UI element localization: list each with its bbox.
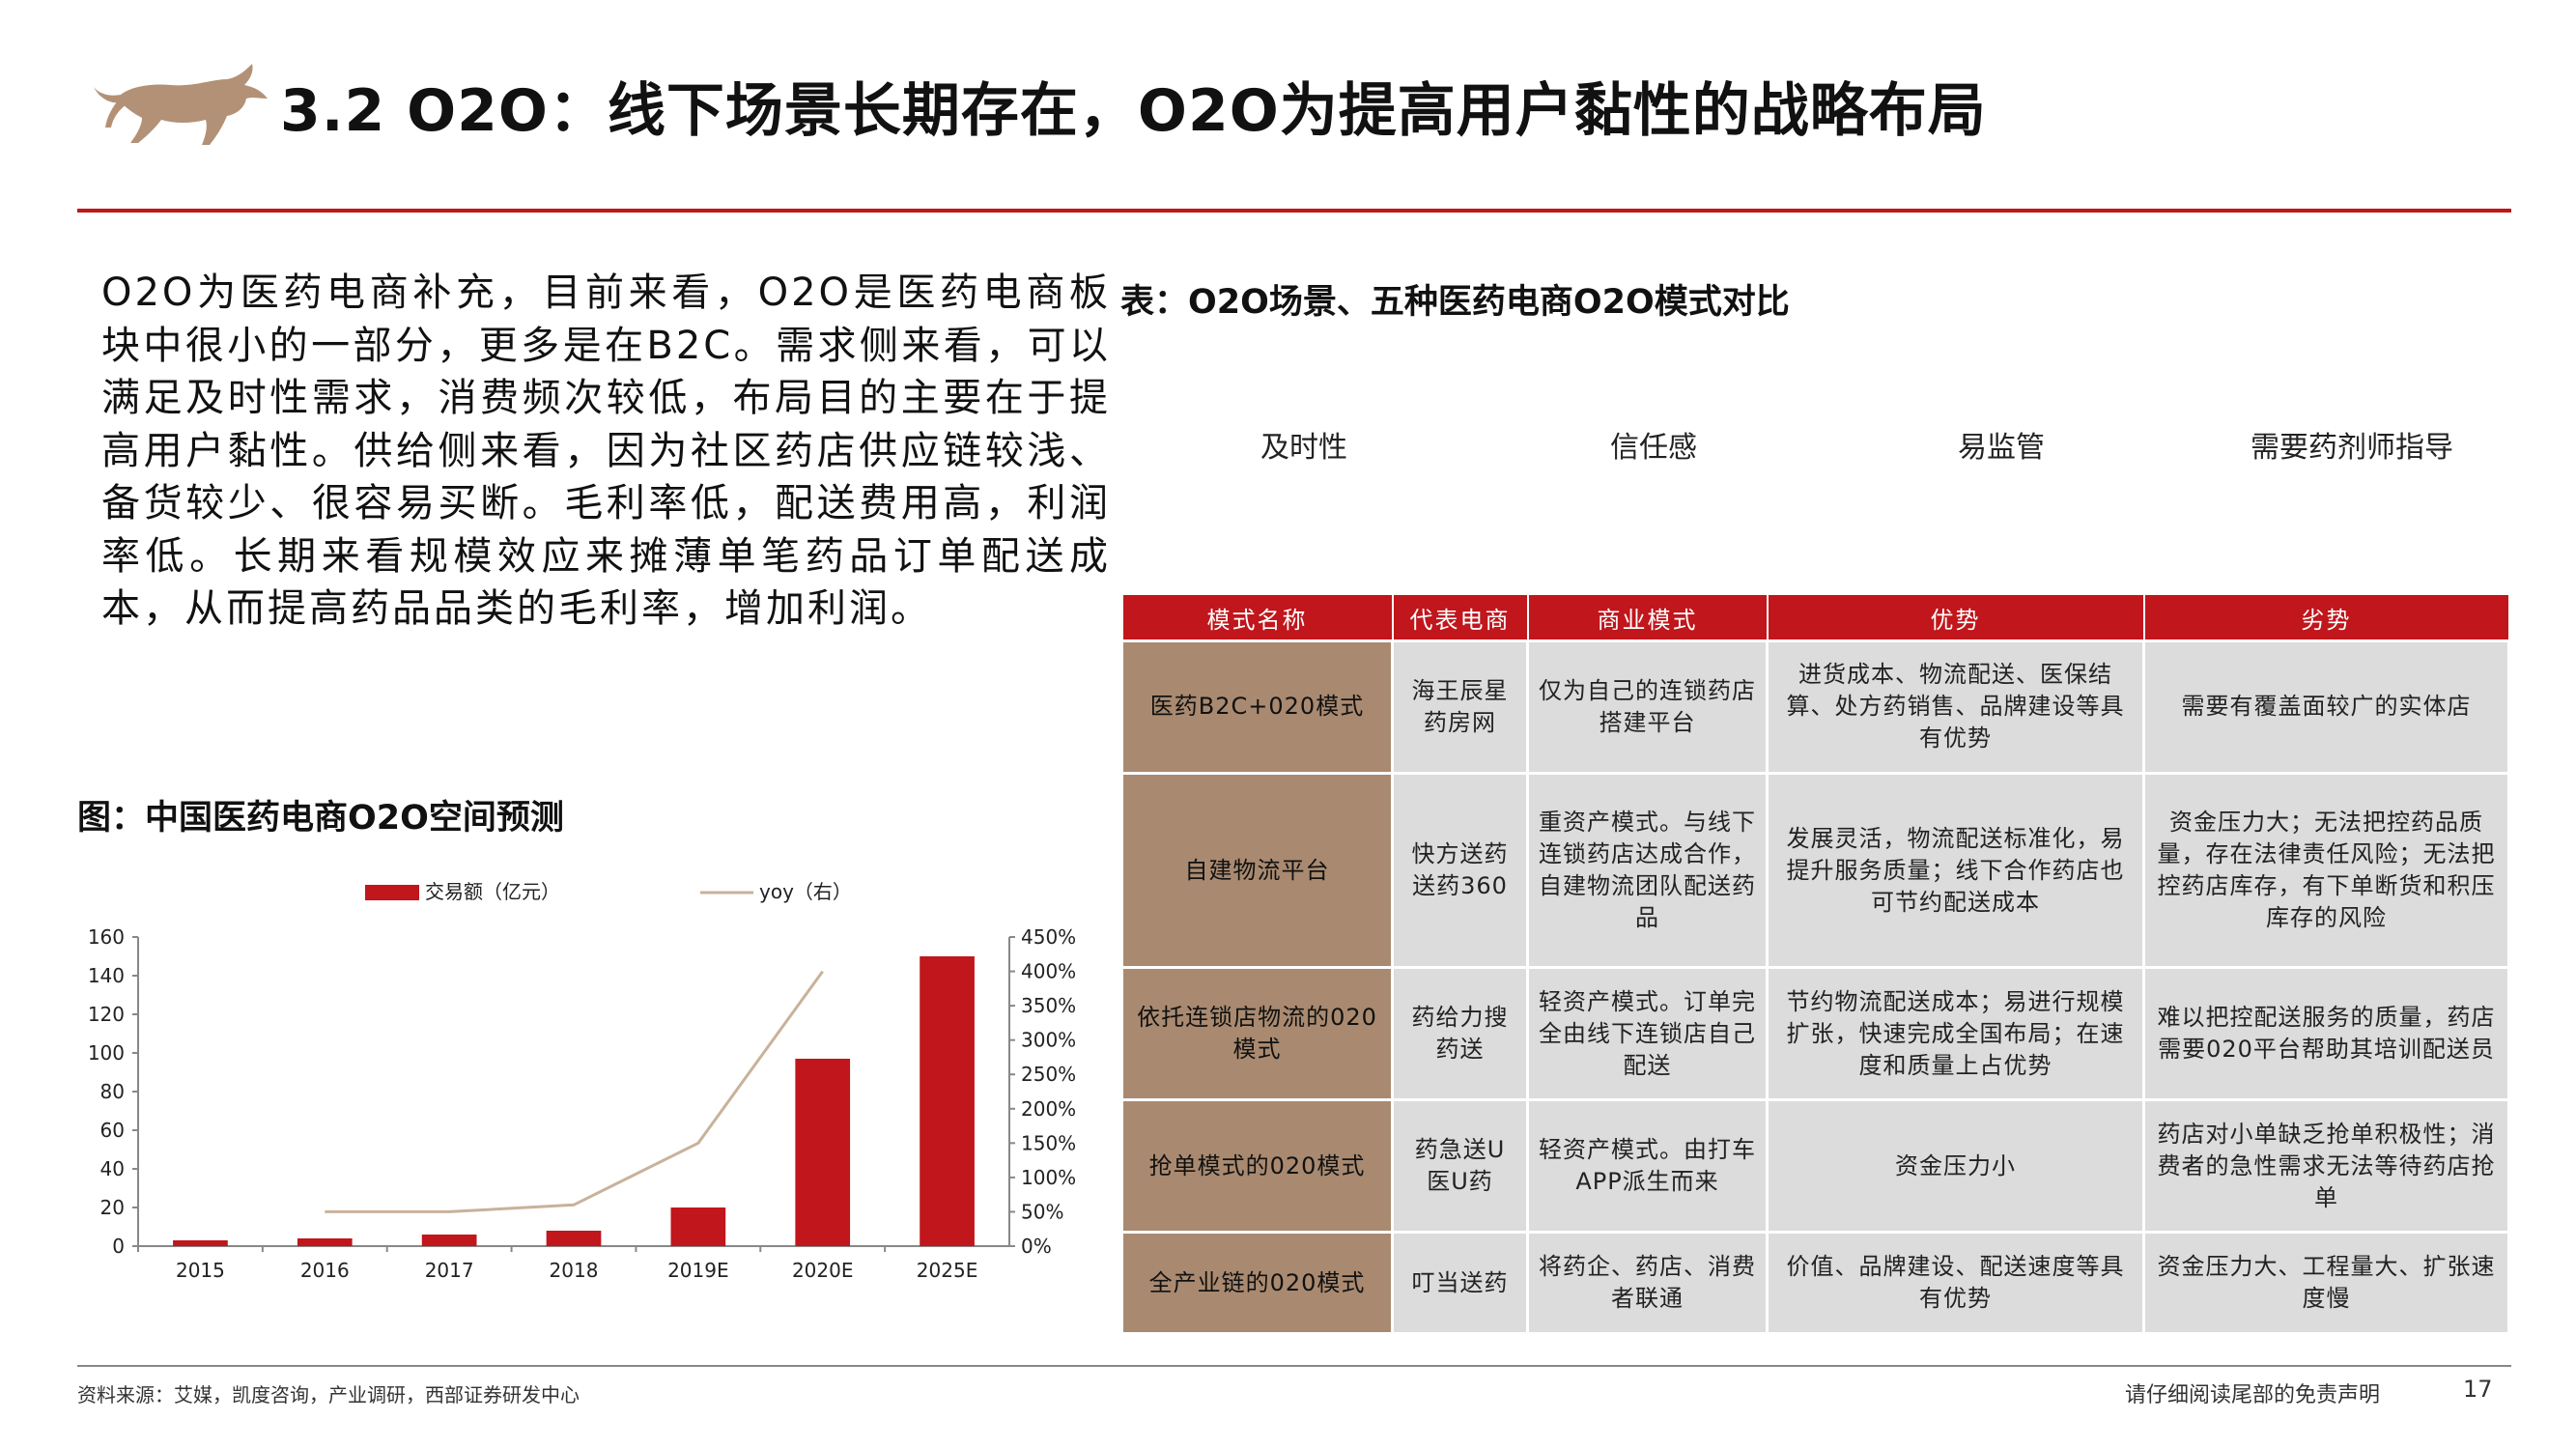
cell-company: 药急送U医U药 [1391,1098,1529,1235]
cell-mode: 自建物流平台 [1120,771,1394,970]
right-tick-label: 150% [1021,1131,1076,1154]
cell-advantage: 进货成本、物流配送、医保结算、处方药销售、品牌建设等具有优势 [1766,639,2145,775]
cell-mode: 依托连锁店物流的020模式 [1120,966,1394,1102]
table-row: 医药B2C+020模式 海王辰星药房网 仅为自己的连锁药店搭建平台 进货成本、物… [1120,639,2510,775]
left-tick-label: 60 [100,1119,125,1142]
right-tick-label: 450% [1021,925,1076,949]
cell-company: 海王辰星药房网 [1391,639,1529,775]
bar-2015 [173,1240,228,1246]
cell-disadvantage: 药店对小单缺乏抢单积极性；消费者的急性需求无法等待药店抢单 [2142,1098,2510,1235]
page-number: 17 [2463,1376,2493,1403]
table-header-row: 模式名称 代表电商 商业模式 优势 劣势 [1120,593,2510,642]
x-tick-label: 2017 [425,1259,474,1282]
right-tick-label: 350% [1021,994,1076,1017]
legend-bar-label: 交易额（亿元） [425,880,560,903]
header-business-model: 商业模式 [1526,593,1769,642]
table-row: 抢单模式的020模式 药急送U医U药 轻资产模式。由打车APP派生而来 资金压力… [1120,1098,2510,1235]
chart-yoy-line [325,970,824,1213]
right-tick-label: 0% [1021,1235,1052,1258]
bar-2016 [297,1238,353,1246]
table-title: 表：O2O场景、五种医药电商O2O模式对比 [1120,283,1790,322]
header-mode: 模式名称 [1120,593,1394,642]
bar-2017 [421,1235,477,1246]
yoy-line [325,970,824,1213]
left-tick-label: 20 [100,1196,125,1219]
table-row: 依托连锁店物流的020模式 药给力搜药送 轻资产模式。订单完全由线下连锁店自己配… [1120,966,2510,1102]
cell-disadvantage: 资金压力大；无法把控药品质量，存在法律责任风险；无法把控药店库存，有下单断货和积… [2142,771,2510,970]
chart-tick-labels: 0 20 40 60 80 100 120 140 160 0% 50% 100% 150% 200% 25… [88,925,1076,1282]
feature-trust: 信任感 [1610,431,1697,465]
chart-legend: 交易额（亿元） yoy（右） [365,880,852,903]
feature-pharmacist: 需要药剂师指导 [2250,431,2453,465]
x-tick-label: 2019E [667,1259,729,1282]
right-tick-label: 200% [1021,1097,1076,1121]
table-row: 全产业链的020模式 叮当送药 将药企、药店、消费者联通 价值、品牌建设、配送速… [1120,1231,2510,1335]
cell-company: 叮当送药 [1391,1231,1529,1335]
x-tick-label: 2018 [550,1259,599,1282]
table-row: 自建物流平台 快方送药送药360 重资产模式。与线下连锁药店达成合作，自建物流团… [1120,771,2510,970]
title-divider [77,209,2511,213]
x-tick-label: 2016 [300,1259,350,1282]
left-tick-label: 40 [100,1157,125,1180]
o2o-forecast-chart: 交易额（亿元） yoy（右） 0 20 40 60 80 100 120 140 160 0% 50… [88,880,1076,1282]
cell-disadvantage: 难以把控配送服务的质量，药店需要020平台帮助其培训配送员 [2142,966,2510,1102]
cell-advantage: 发展灵活，物流配送标准化，易提升服务质量；线下合作药店也可节约配送成本 [1766,771,2145,970]
legend-bar-swatch [365,885,419,900]
cell-business-model: 将药企、药店、消费者联通 [1526,1231,1769,1335]
x-tick-label: 2015 [176,1259,225,1282]
cell-business-model: 重资产模式。与线下连锁药店达成合作，自建物流团队配送药品 [1526,771,1769,970]
left-tick-label: 100 [88,1041,125,1065]
cell-mode: 全产业链的020模式 [1120,1231,1394,1335]
cell-company: 快方送药送药360 [1391,771,1529,970]
x-tick-label: 2020E [792,1259,854,1282]
o2o-comparison-table: 模式名称 代表电商 商业模式 优势 劣势 医药B2C+020模式 海王辰星药房网… [1120,593,2510,1335]
source-note: 资料来源：艾媒，凯度咨询，产业调研，西部证券研发中心 [77,1383,580,1406]
page-title: 3.2 O2O：线下场景长期存在，O2O为提高用户黏性的战略布局 [280,77,1987,145]
chart-bars [173,956,975,1246]
feature-timeliness: 及时性 [1260,431,1347,465]
x-tick-label: 2025E [917,1259,978,1282]
cell-mode: 抢单模式的020模式 [1120,1098,1394,1235]
left-tick-label: 160 [88,925,125,949]
right-tick-label: 400% [1021,960,1076,983]
cell-advantage: 节约物流配送成本；易进行规模扩张，快速完成全国布局；在速度和质量上占优势 [1766,966,2145,1102]
cell-business-model: 仅为自己的连锁药店搭建平台 [1526,639,1769,775]
right-tick-label: 250% [1021,1063,1076,1086]
feature-regulation: 易监管 [1958,431,2045,465]
cell-advantage: 价值、品牌建设、配送速度等具有优势 [1766,1231,2145,1335]
header-company: 代表电商 [1391,593,1529,642]
right-tick-label: 50% [1021,1200,1063,1223]
cell-business-model: 轻资产模式。订单完全由线下连锁店自己配送 [1526,966,1769,1102]
right-tick-label: 300% [1021,1029,1076,1052]
bar-2018 [546,1231,602,1246]
cell-disadvantage: 需要有覆盖面较广的实体店 [2142,639,2510,775]
disclaimer-note: 请仔细阅读尾部的免责声明 [2125,1383,2381,1407]
left-tick-label: 140 [88,964,125,987]
cell-disadvantage: 资金压力大、工程量大、扩张速度慢 [2142,1231,2510,1335]
footer-divider [77,1365,2511,1367]
bar-2019E [670,1208,726,1246]
bar-2020E [795,1059,851,1246]
cell-business-model: 轻资产模式。由打车APP派生而来 [1526,1098,1769,1235]
body-text: O2O为医药电商补充，目前来看，O2O是医药电商板块中很小的一部分，更多是在B2… [101,270,1111,631]
chart-title: 图：中国医药电商O2O空间预测 [77,799,564,838]
header-advantage: 优势 [1766,593,2145,642]
header-disadvantage: 劣势 [2142,593,2510,642]
body-paragraph: O2O为医药电商补充，目前来看，O2O是医药电商板块中很小的一部分，更多是在B2… [101,267,1111,636]
cell-mode: 医药B2C+020模式 [1120,639,1394,775]
cell-advantage: 资金压力小 [1766,1098,2145,1235]
right-tick-label: 100% [1021,1166,1076,1189]
bar-2025E [920,956,975,1246]
cell-company: 药给力搜药送 [1391,966,1529,1102]
bull-logo-icon [94,64,268,145]
left-tick-label: 120 [88,1003,125,1026]
legend-line-label: yoy（右） [759,880,852,903]
left-tick-label: 0 [112,1235,125,1258]
left-tick-label: 80 [100,1080,125,1103]
